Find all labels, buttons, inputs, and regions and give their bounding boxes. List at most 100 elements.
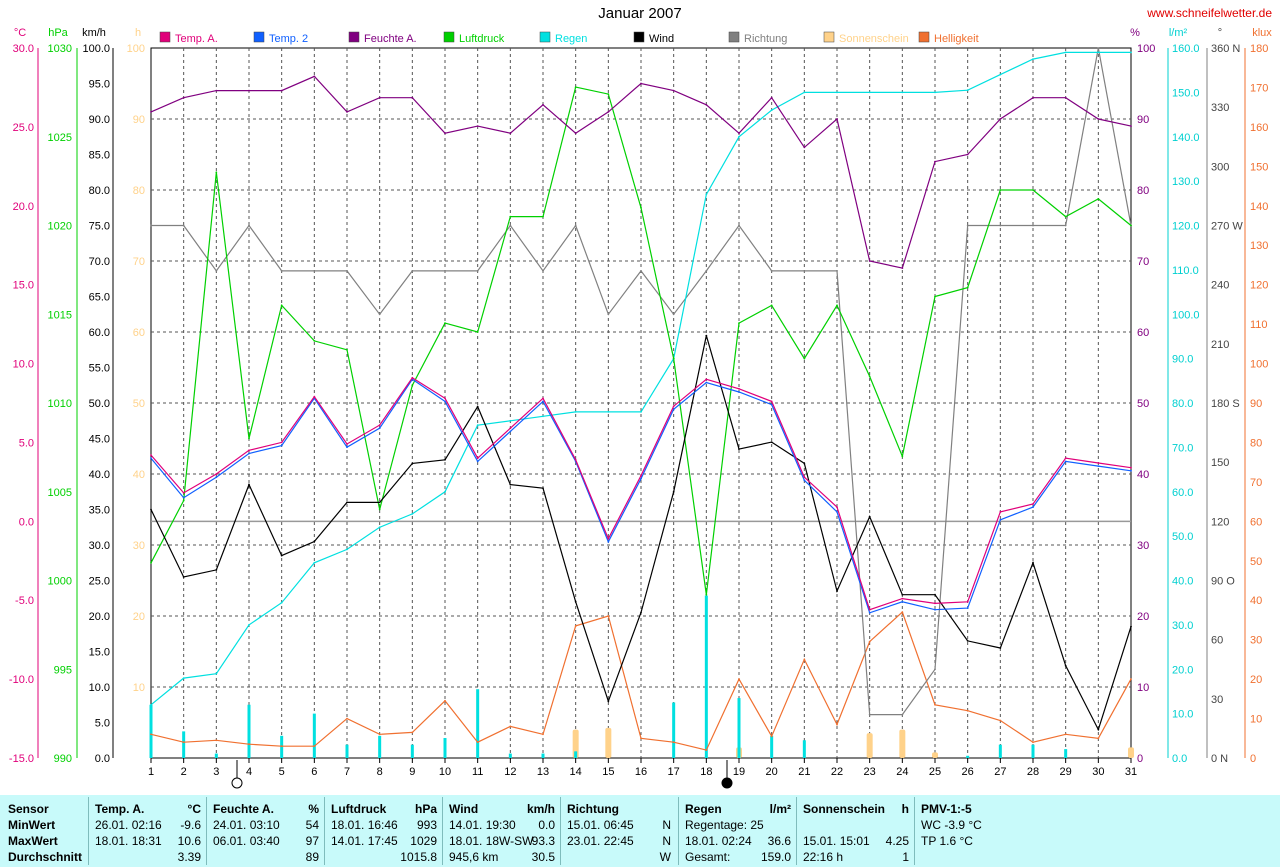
humidity-axis-tick: 50 bbox=[1137, 398, 1149, 410]
direction-line-point bbox=[542, 270, 544, 272]
wind-axis-tick: 75.0 bbox=[89, 221, 110, 233]
x-tick-label: 22 bbox=[831, 766, 843, 778]
direction-line-point bbox=[770, 270, 773, 272]
humidity-axis-tick: 30 bbox=[1137, 540, 1149, 552]
humidity-axis-tick: 90 bbox=[1137, 114, 1149, 126]
wind-axis-tick: 25.0 bbox=[89, 576, 110, 588]
direction-line-point bbox=[999, 224, 1002, 227]
rain-axis-tick: 160.0 bbox=[1172, 43, 1200, 55]
stats-temp: Temp. A. °C 26.01. 02:16 -9.6 18.01. 18:31… bbox=[88, 797, 207, 865]
humidity-axis-tick: 20 bbox=[1137, 611, 1149, 623]
temp-a-line-point bbox=[476, 457, 479, 460]
site-url[interactable]: www.schneifelwetter.de bbox=[1147, 6, 1272, 20]
temp-a-line-point bbox=[542, 397, 544, 400]
rain-daily-bar bbox=[410, 744, 414, 758]
temp-a-line-point bbox=[607, 537, 610, 540]
direction-line-point bbox=[346, 270, 348, 272]
temp2-line-point bbox=[444, 400, 446, 403]
pressure-axis-tick: 990 bbox=[54, 753, 72, 765]
humidity-line-point bbox=[1097, 118, 1100, 120]
stats-maxwert-label: MaxWert bbox=[8, 834, 58, 848]
pressure-line-point bbox=[378, 508, 381, 511]
stats-press-max-value: 1029 bbox=[410, 834, 437, 848]
pressure-line-point bbox=[770, 304, 773, 307]
humidity-line-point bbox=[411, 96, 414, 99]
legend-swatch bbox=[348, 31, 360, 43]
direction-axis-tick: 180 S bbox=[1211, 398, 1240, 410]
wind-axis-tick: 20.0 bbox=[89, 611, 110, 623]
stats-temp-max-value: 10.6 bbox=[177, 834, 201, 848]
temp2-line-point bbox=[966, 607, 969, 609]
temp-axis-tick: -15.0 bbox=[9, 753, 34, 765]
x-tick-label: 15 bbox=[602, 766, 614, 778]
legend-swatch bbox=[159, 31, 171, 43]
pressure-line-point bbox=[738, 322, 740, 324]
pressure-line-point bbox=[1064, 215, 1067, 218]
temp-a-line-point bbox=[999, 511, 1002, 513]
wind-axis-tick: 10.0 bbox=[89, 682, 110, 694]
direction-axis-tick: 270 W bbox=[1211, 221, 1243, 233]
rain-daily-bar bbox=[247, 704, 251, 758]
temp2-line-point bbox=[934, 608, 936, 611]
temp-a-line-point bbox=[182, 492, 185, 494]
rain-cumulative-line-point bbox=[444, 490, 446, 493]
x-tick-label: 16 bbox=[635, 766, 647, 778]
humidity-line-point bbox=[476, 125, 479, 127]
legend-label: Regen bbox=[555, 33, 587, 45]
rain-daily-bar bbox=[770, 735, 774, 758]
wind-line-point bbox=[346, 501, 348, 504]
x-tick-label: 2 bbox=[181, 766, 187, 778]
stats-temp-max-time: 18.01. 18:31 bbox=[95, 834, 162, 848]
rain-daily-bar bbox=[378, 735, 382, 758]
rain-cumulative-line-point bbox=[378, 526, 381, 529]
rain-daily-bar bbox=[476, 689, 480, 758]
temp-a-line-point bbox=[215, 473, 218, 475]
brightness-line-point bbox=[640, 737, 642, 740]
rain-cumulative-line-point bbox=[934, 91, 936, 94]
x-tick-label: 9 bbox=[409, 766, 415, 778]
stats-dir-title: Richtung bbox=[567, 802, 619, 816]
stats-wind-min-time: 14.01. 19:30 bbox=[449, 818, 516, 832]
brightness-line-point bbox=[607, 615, 610, 617]
wind-line-point bbox=[280, 554, 283, 557]
wind-line-point bbox=[1032, 561, 1034, 564]
brightness-line-point bbox=[705, 749, 708, 751]
klux-axis-tick: 170 bbox=[1250, 82, 1268, 94]
temp2-line-point bbox=[672, 408, 675, 411]
direction-axis-tick: 150 bbox=[1211, 457, 1229, 469]
temp2-line-point bbox=[738, 391, 740, 393]
pressure-axis-tick: 995 bbox=[54, 664, 72, 676]
wind-line-point bbox=[901, 593, 904, 596]
legend-label: Richtung bbox=[744, 33, 787, 45]
stats-wind-title: Wind bbox=[449, 802, 479, 816]
wind-line-point bbox=[444, 458, 446, 461]
wind-line-point bbox=[248, 483, 250, 486]
temp2-line-point bbox=[509, 430, 512, 433]
pressure-axis-tick: 1025 bbox=[48, 132, 72, 144]
direction-axis-tick: 330 bbox=[1211, 102, 1229, 114]
temp2-line-point bbox=[1032, 506, 1034, 508]
rain-axis-tick: 60.0 bbox=[1172, 487, 1193, 499]
pressure-line-point bbox=[248, 437, 250, 440]
sunshine-axis-tick: 50 bbox=[133, 398, 145, 410]
rain-cumulative-line-point bbox=[542, 415, 544, 418]
stats-sun-unit: h bbox=[901, 802, 909, 816]
brightness-line-point bbox=[934, 703, 936, 706]
rain-daily-bar bbox=[704, 595, 708, 758]
stats-minwert-label: MinWert bbox=[8, 818, 56, 832]
temp-a-line-point bbox=[280, 441, 283, 444]
x-tick-label: 6 bbox=[311, 766, 317, 778]
humidity-line-point bbox=[542, 103, 544, 106]
humidity-axis-tick: 10 bbox=[1137, 682, 1149, 694]
klux-axis-tick: 100 bbox=[1250, 359, 1268, 371]
x-tick-label: 30 bbox=[1092, 766, 1104, 778]
brightness-line-point bbox=[836, 723, 838, 726]
legend-label: Temp. A. bbox=[175, 33, 218, 45]
direction-line-point bbox=[215, 270, 218, 272]
pressure-line-point bbox=[509, 215, 512, 218]
brightness-line-point bbox=[509, 725, 512, 728]
pressure-line-point bbox=[280, 304, 283, 307]
brightness-line-point bbox=[215, 739, 218, 742]
klux-axis-tick: 40 bbox=[1250, 595, 1262, 607]
stats-hum-min-time: 24.01. 03:10 bbox=[213, 818, 280, 832]
